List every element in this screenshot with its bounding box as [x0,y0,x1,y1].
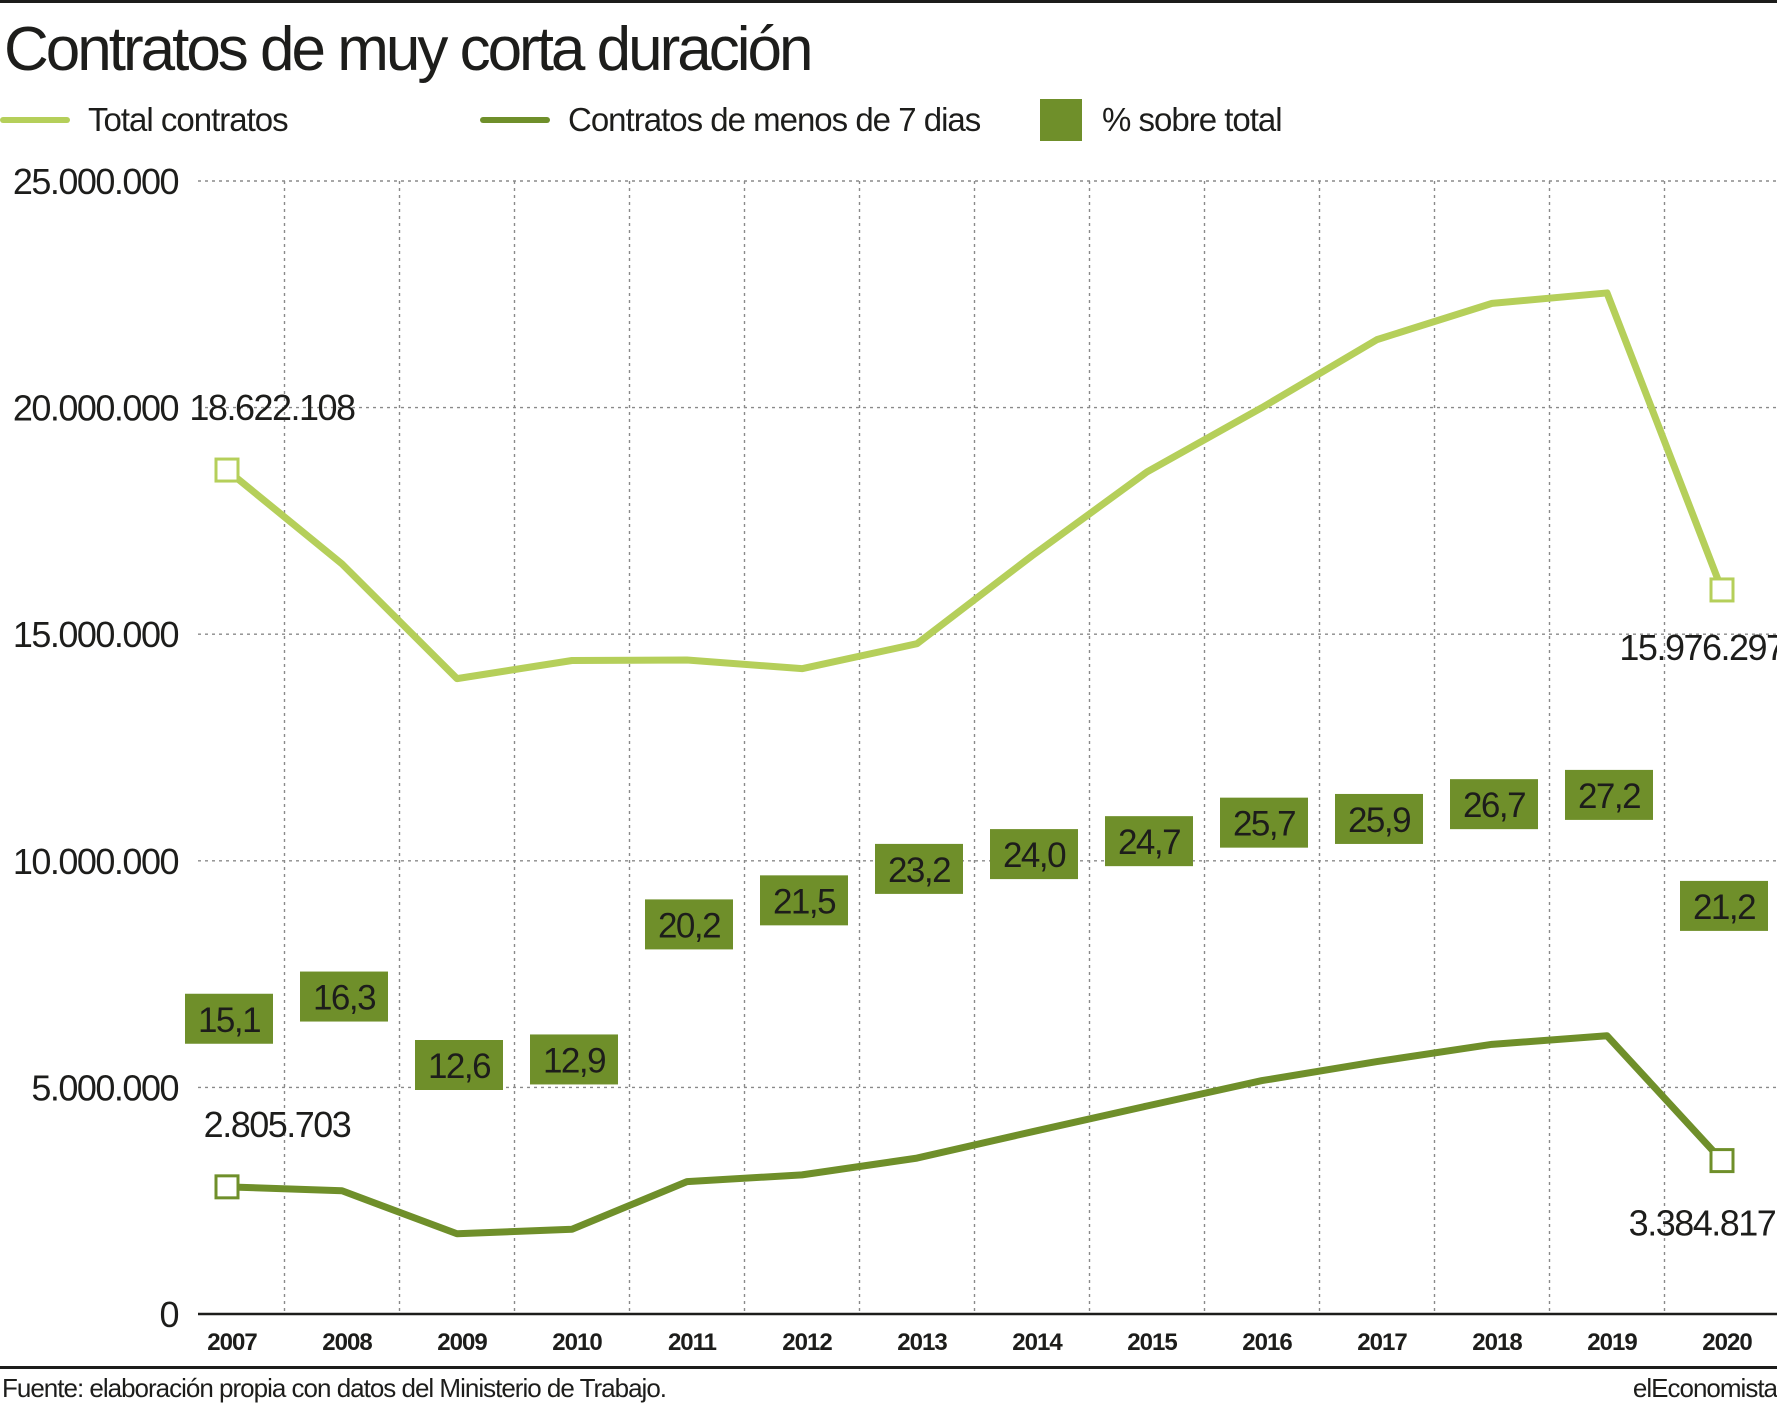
marker-total [214,457,240,483]
x-axis-ticks: 2007 2008 2009 2010 2011 2012 2013 2014 2015 2016… [207,1329,1753,1356]
percentage-label: 15,1 [198,1001,260,1040]
legend-label-percent: % sobre total [1102,101,1283,138]
endpoint-label-short-first: 2.805.703 [204,1104,351,1145]
bottom-rule [0,1366,1777,1369]
x-tick-label: 2007 [207,1329,257,1356]
y-axis-ticks: 0 5.000.000 10.000.000 15.000.000 20.000.000… [13,161,180,1335]
x-tick-label: 2020 [1702,1329,1752,1356]
percentage-box [1105,816,1193,867]
legend-label-short: Contratos de menos de 7 dias [568,101,981,138]
percentage-label: 12,9 [543,1041,605,1080]
percentage-label: 12,6 [428,1047,490,1086]
x-tick-label: 2009 [437,1329,487,1356]
marker-short [214,1174,240,1200]
marker-short [1709,1148,1735,1174]
percentage-label: 21,2 [1693,888,1755,927]
source-note: Fuente: elaboración propia con datos del… [2,1373,667,1403]
endpoint-label-short-last: 3.384.817 [1629,1203,1776,1244]
percentage-box [1565,769,1653,820]
percentage-box [990,829,1078,880]
percentage-box [1680,880,1768,931]
y-tick-label: 5.000.000 [31,1067,178,1108]
legend-swatch-short [480,117,550,123]
percentage-box [530,1034,618,1085]
percentage-label: 27,2 [1578,777,1640,816]
percentage-label: 23,2 [888,851,950,890]
percentage-box [185,993,273,1044]
x-tick-label: 2010 [552,1329,602,1356]
series-short-line [223,1032,1726,1238]
legend-item-percent: % sobre total [1040,95,1283,145]
y-tick-label: 0 [159,1294,178,1335]
y-tick-label: 20.000.000 [13,388,179,429]
legend-item-short: Contratos de menos de 7 dias [480,95,981,145]
brand-logo-text: elEconomista [1632,1373,1777,1403]
x-tick-label: 2013 [897,1329,947,1356]
y-tick-label: 15.000.000 [13,614,179,655]
percentage-box [415,1040,503,1090]
percentage-label: 26,7 [1463,786,1525,825]
legend-swatch-percent [1040,99,1082,141]
series-total-line [223,289,1726,683]
percentage-box [645,899,733,950]
legend-item-total: Total contratos [0,95,289,145]
percentage-label: 21,5 [773,882,835,921]
percentage-label: 24,7 [1118,823,1180,862]
x-tick-label: 2018 [1472,1329,1522,1356]
percentage-box [1450,779,1538,830]
percentage-box [1220,797,1308,848]
legend-label-total: Total contratos [88,101,289,138]
legend-swatch-total [0,117,70,123]
x-tick-label: 2016 [1242,1329,1292,1356]
chart-title: Contratos de muy corta duración [4,15,813,84]
percentage-box [760,875,848,926]
legend: Total contratos Contratos de menos de 7 … [0,95,1777,145]
percentage-box [300,971,388,1022]
x-tick-label: 2008 [322,1329,372,1356]
x-tick-label: 2015 [1127,1329,1177,1356]
marker-total [1709,577,1735,603]
percentage-label: 20,2 [658,906,720,945]
percentage-label: 25,9 [1348,801,1410,840]
endpoint-labels: 18.622.108 15.976.297 2.805.703 3.384.817 [189,387,1777,1244]
x-tick-label: 2012 [782,1329,832,1356]
x-tick-label: 2019 [1587,1329,1637,1356]
top-rule [0,0,1777,3]
percentage-box [875,843,963,894]
percentage-label: 16,3 [313,979,375,1018]
percentage-box [1335,793,1423,844]
x-tick-label: 2011 [668,1329,717,1356]
endpoint-label-total-last: 15.976.297 [1619,627,1777,668]
endpoint-label-total-first: 18.622.108 [189,387,355,428]
x-tick-label: 2014 [1012,1329,1063,1356]
percentage-label: 25,7 [1233,805,1295,844]
y-tick-label: 25.000.000 [13,161,179,202]
x-tick-label: 2017 [1357,1329,1407,1356]
percentage-label: 24,0 [1003,836,1066,875]
percentage-labels: 15,1 16,3 12,6 12,9 20,2 21,5 23,2 24,0 24,7 25,7… [185,769,1768,1090]
series-lines [214,289,1735,1238]
y-tick-label: 10.000.000 [13,841,179,882]
